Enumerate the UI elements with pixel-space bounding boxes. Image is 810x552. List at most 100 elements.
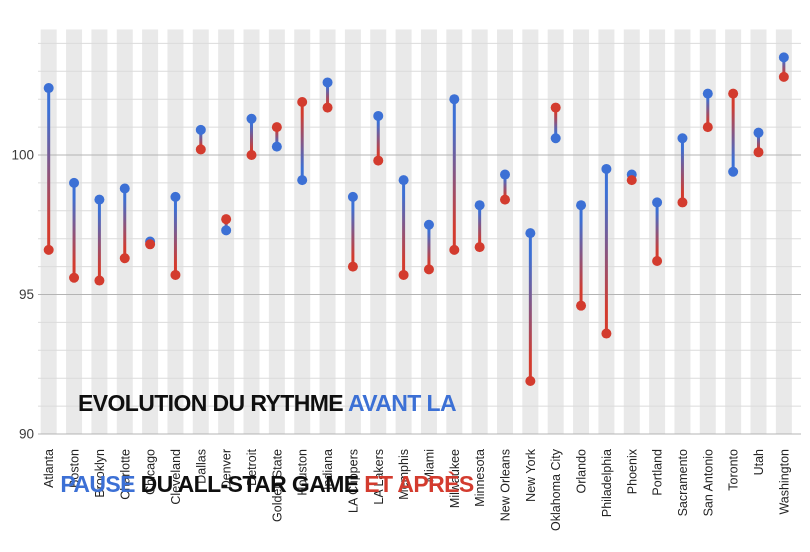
x-category-label-detroit: Detroit [245,448,259,485]
dot-before-portland[interactable] [652,197,663,208]
dot-after-milwaukee[interactable] [449,244,460,255]
chart-title-line1: EVOLUTION DU RYTHME AVANT LA [60,390,473,417]
dot-after-houston[interactable] [297,96,308,107]
dot-after-oklahoma-city[interactable] [550,102,561,113]
dot-after-orlando[interactable] [576,300,587,311]
title-legend-pause: PAUSE [60,471,135,497]
chart-title-line2: PAUSE DU ALL-STAR GAME ET APRÈS [60,471,474,498]
x-category-label-utah: Utah [752,449,766,475]
column-stripe-new-orleans [497,29,513,434]
dot-before-milwaukee[interactable] [449,94,460,105]
dot-after-la-lakers[interactable] [373,155,384,166]
dot-before-sacramento[interactable] [677,133,688,144]
x-category-label-brooklyn: Brooklyn [93,449,107,498]
column-stripe-sacramento [674,29,691,434]
x-category-label-houston: Houston [296,449,310,496]
dot-after-golden-state[interactable] [271,122,282,133]
column-stripe-oklahoma-city [547,29,564,434]
dot-after-minnesota[interactable] [474,242,485,253]
dot-before-detroit[interactable] [246,113,257,124]
x-category-label-chicago: Chicago [144,449,158,495]
x-category-label-dallas: Dallas [194,449,208,484]
dot-after-boston[interactable] [69,272,80,283]
dot-before-washington[interactable] [778,52,789,63]
dot-before-oklahoma-city[interactable] [550,133,561,144]
dot-after-philadelphia[interactable] [601,328,612,339]
dot-after-san-antonio[interactable] [702,122,713,133]
dot-after-atlanta[interactable] [43,244,54,255]
dot-after-cleveland[interactable] [170,269,181,280]
x-category-label-philadelphia: Philadelphia [600,449,614,517]
x-category-label-charlotte: Charlotte [118,449,132,500]
x-category-label-denver: Denver [220,449,234,489]
title-legend-avant-la: AVANT LA [347,390,457,416]
chart-title: EVOLUTION DU RYTHME AVANT LA PAUSE DU AL… [60,336,474,552]
dot-before-new-york[interactable] [525,228,536,239]
dot-after-washington[interactable] [778,71,789,82]
dot-after-portland[interactable] [652,256,663,267]
x-category-label-minnesota: Minnesota [473,449,487,507]
dot-before-minnesota[interactable] [474,200,485,211]
dot-before-new-orleans[interactable] [500,169,510,180]
x-category-label-portland: Portland [651,449,665,496]
column-stripe-phoenix [623,29,640,434]
title-text-black-2: DU ALL-STAR GAME [134,471,365,497]
dot-before-toronto[interactable] [728,166,739,177]
column-stripe-indiana [319,29,336,434]
dot-after-sacramento[interactable] [677,197,688,208]
dot-before-atlanta[interactable] [43,83,54,94]
dot-before-houston[interactable] [297,175,308,186]
column-stripe-toronto [725,29,742,434]
title-legend-et-apres: ET APRÈS [364,471,474,497]
x-category-label-atlanta: Atlanta [42,449,56,488]
dot-after-dallas[interactable] [195,144,206,155]
dot-before-boston[interactable] [69,177,80,188]
x-category-label-san-antonio: San Antonio [701,449,715,516]
dot-before-la-lakers[interactable] [373,110,384,121]
dot-after-miami[interactable] [423,264,434,275]
dot-after-new-york[interactable] [525,375,536,386]
x-category-label-indiana: Indiana [321,449,335,490]
x-category-label-new-york: New York [524,448,538,502]
dot-before-indiana[interactable] [322,77,333,88]
dot-after-indiana[interactable] [322,102,333,113]
x-category-label-golden-state: Golden State [270,449,284,522]
x-category-label-sacramento: Sacramento [676,449,690,516]
column-stripe-houston [294,29,311,434]
dot-before-dallas[interactable] [195,124,206,135]
dot-after-brooklyn[interactable] [94,275,105,286]
dot-before-brooklyn[interactable] [94,194,105,205]
dot-before-orlando[interactable] [576,200,587,211]
column-stripe-golden-state [268,29,285,434]
dot-before-golden-state[interactable] [271,141,282,152]
dot-before-miami[interactable] [423,219,434,230]
dot-after-charlotte[interactable] [119,253,130,264]
x-category-label-milwaukee: Milwaukee [448,449,462,508]
dot-after-denver[interactable] [221,214,232,225]
x-category-label-phoenix: Phoenix [625,448,639,494]
dot-before-charlotte[interactable] [119,183,130,194]
dot-after-la-clippers[interactable] [347,261,358,272]
dot-before-cleveland[interactable] [170,191,181,202]
dot-before-denver[interactable] [221,225,232,236]
y-tick-label-95: 95 [19,287,34,302]
dot-after-phoenix[interactable] [626,175,637,186]
x-category-label-orlando: Orlando [575,449,589,494]
x-category-label-la-lakers: LA Lakers [372,449,386,505]
y-tick-label-90: 90 [19,427,34,442]
dot-before-la-clippers[interactable] [347,191,358,202]
x-category-label-cleveland: Cleveland [169,449,183,505]
dot-before-memphis[interactable] [398,175,409,186]
column-stripe-washington [775,29,792,434]
dot-after-detroit[interactable] [246,150,257,160]
dot-before-utah[interactable] [753,127,764,138]
dot-after-utah[interactable] [753,147,764,158]
dot-after-toronto[interactable] [728,88,739,99]
dot-before-philadelphia[interactable] [601,163,612,174]
dot-before-san-antonio[interactable] [702,88,713,99]
dot-after-memphis[interactable] [398,269,409,280]
dot-after-chicago[interactable] [145,239,156,250]
x-category-label-la-clippers: LA Clippers [346,449,360,513]
dot-after-new-orleans[interactable] [500,194,510,205]
